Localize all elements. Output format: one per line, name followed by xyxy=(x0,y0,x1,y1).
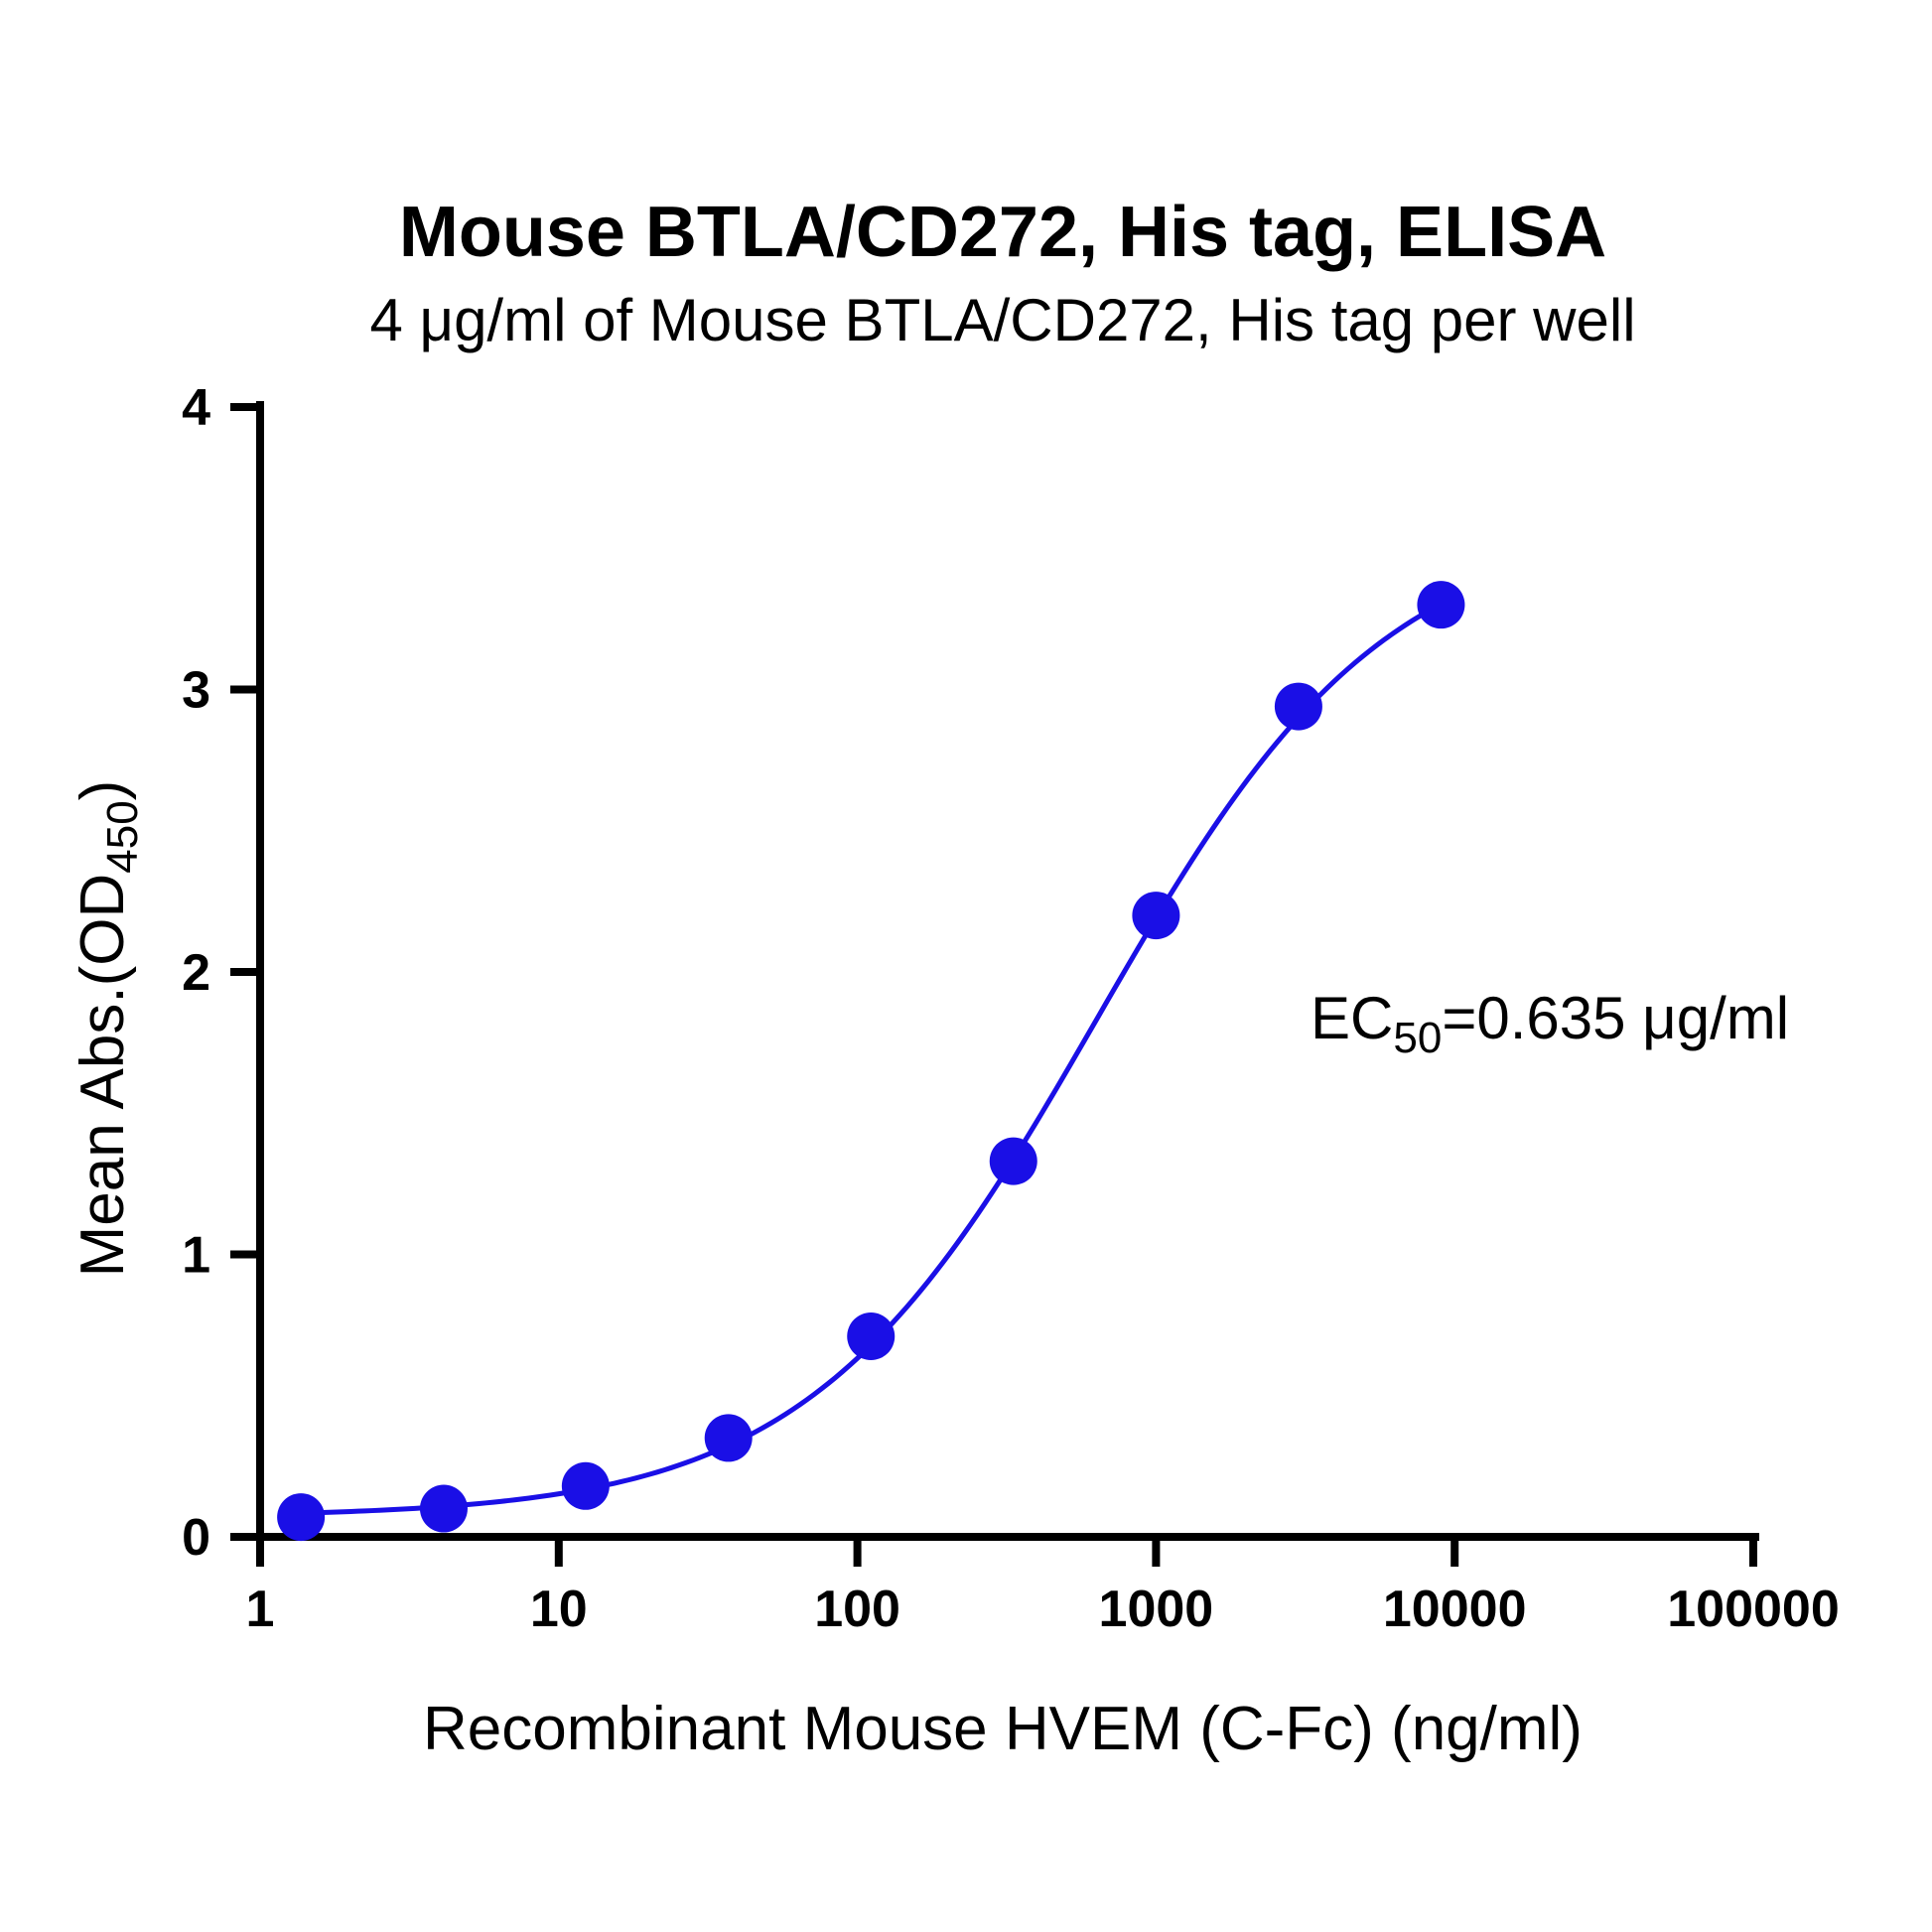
data-point xyxy=(561,1461,610,1510)
x-tick-label-1: 1 xyxy=(246,1581,275,1638)
x-tick-label-10: 10 xyxy=(530,1581,588,1638)
y-tick-label-2: 2 xyxy=(182,944,210,1002)
data-point xyxy=(1274,682,1322,731)
y-tick-label-3: 3 xyxy=(182,662,210,720)
x-tick-label-100: 100 xyxy=(814,1581,900,1638)
x-axis-label: Recombinant Mouse HVEM (C-Fc) (ng/ml) xyxy=(423,1695,1583,1763)
y-tick-label-1: 1 xyxy=(182,1227,210,1285)
y-axis-label-group: Mean Abs.(OD450) xyxy=(69,780,147,1278)
y-axis-label: Mean Abs.(OD450) xyxy=(69,780,147,1278)
y-axis-label-main: Mean Abs.(OD xyxy=(69,874,137,1278)
axes xyxy=(256,401,1759,1541)
data-point xyxy=(704,1414,753,1462)
data-point xyxy=(989,1137,1037,1185)
data-point xyxy=(419,1484,468,1533)
x-tick-label-100000: 100000 xyxy=(1667,1581,1840,1638)
x-tick-label-10000: 10000 xyxy=(1383,1581,1527,1638)
y-tick-label-0: 0 xyxy=(182,1509,210,1567)
chart-title: Mouse BTLA/CD272, His tag, ELISA xyxy=(399,193,1606,272)
data-point xyxy=(1417,581,1465,629)
y-axis-label-sub: 450 xyxy=(98,800,147,873)
data-point xyxy=(277,1493,326,1542)
y-axis-label-end: ) xyxy=(69,780,137,801)
ec50-sub: 50 xyxy=(1393,1014,1442,1062)
fit-curve xyxy=(301,602,1443,1516)
ec50-main: EC xyxy=(1311,985,1393,1051)
ec50-end: =0.635 μg/ml xyxy=(1442,985,1789,1051)
data-point xyxy=(1132,892,1180,940)
ec50-annotation: EC50=0.635 μg/ml xyxy=(1311,985,1789,1062)
data-point xyxy=(847,1312,896,1361)
y-tick-label-4: 4 xyxy=(182,379,210,437)
data-points xyxy=(277,581,1465,1542)
fit-curve-group xyxy=(301,602,1443,1516)
chart-subtitle: 4 μg/ml of Mouse BTLA/CD272, His tag per… xyxy=(369,287,1635,353)
x-tick-label-1000: 1000 xyxy=(1099,1581,1214,1638)
